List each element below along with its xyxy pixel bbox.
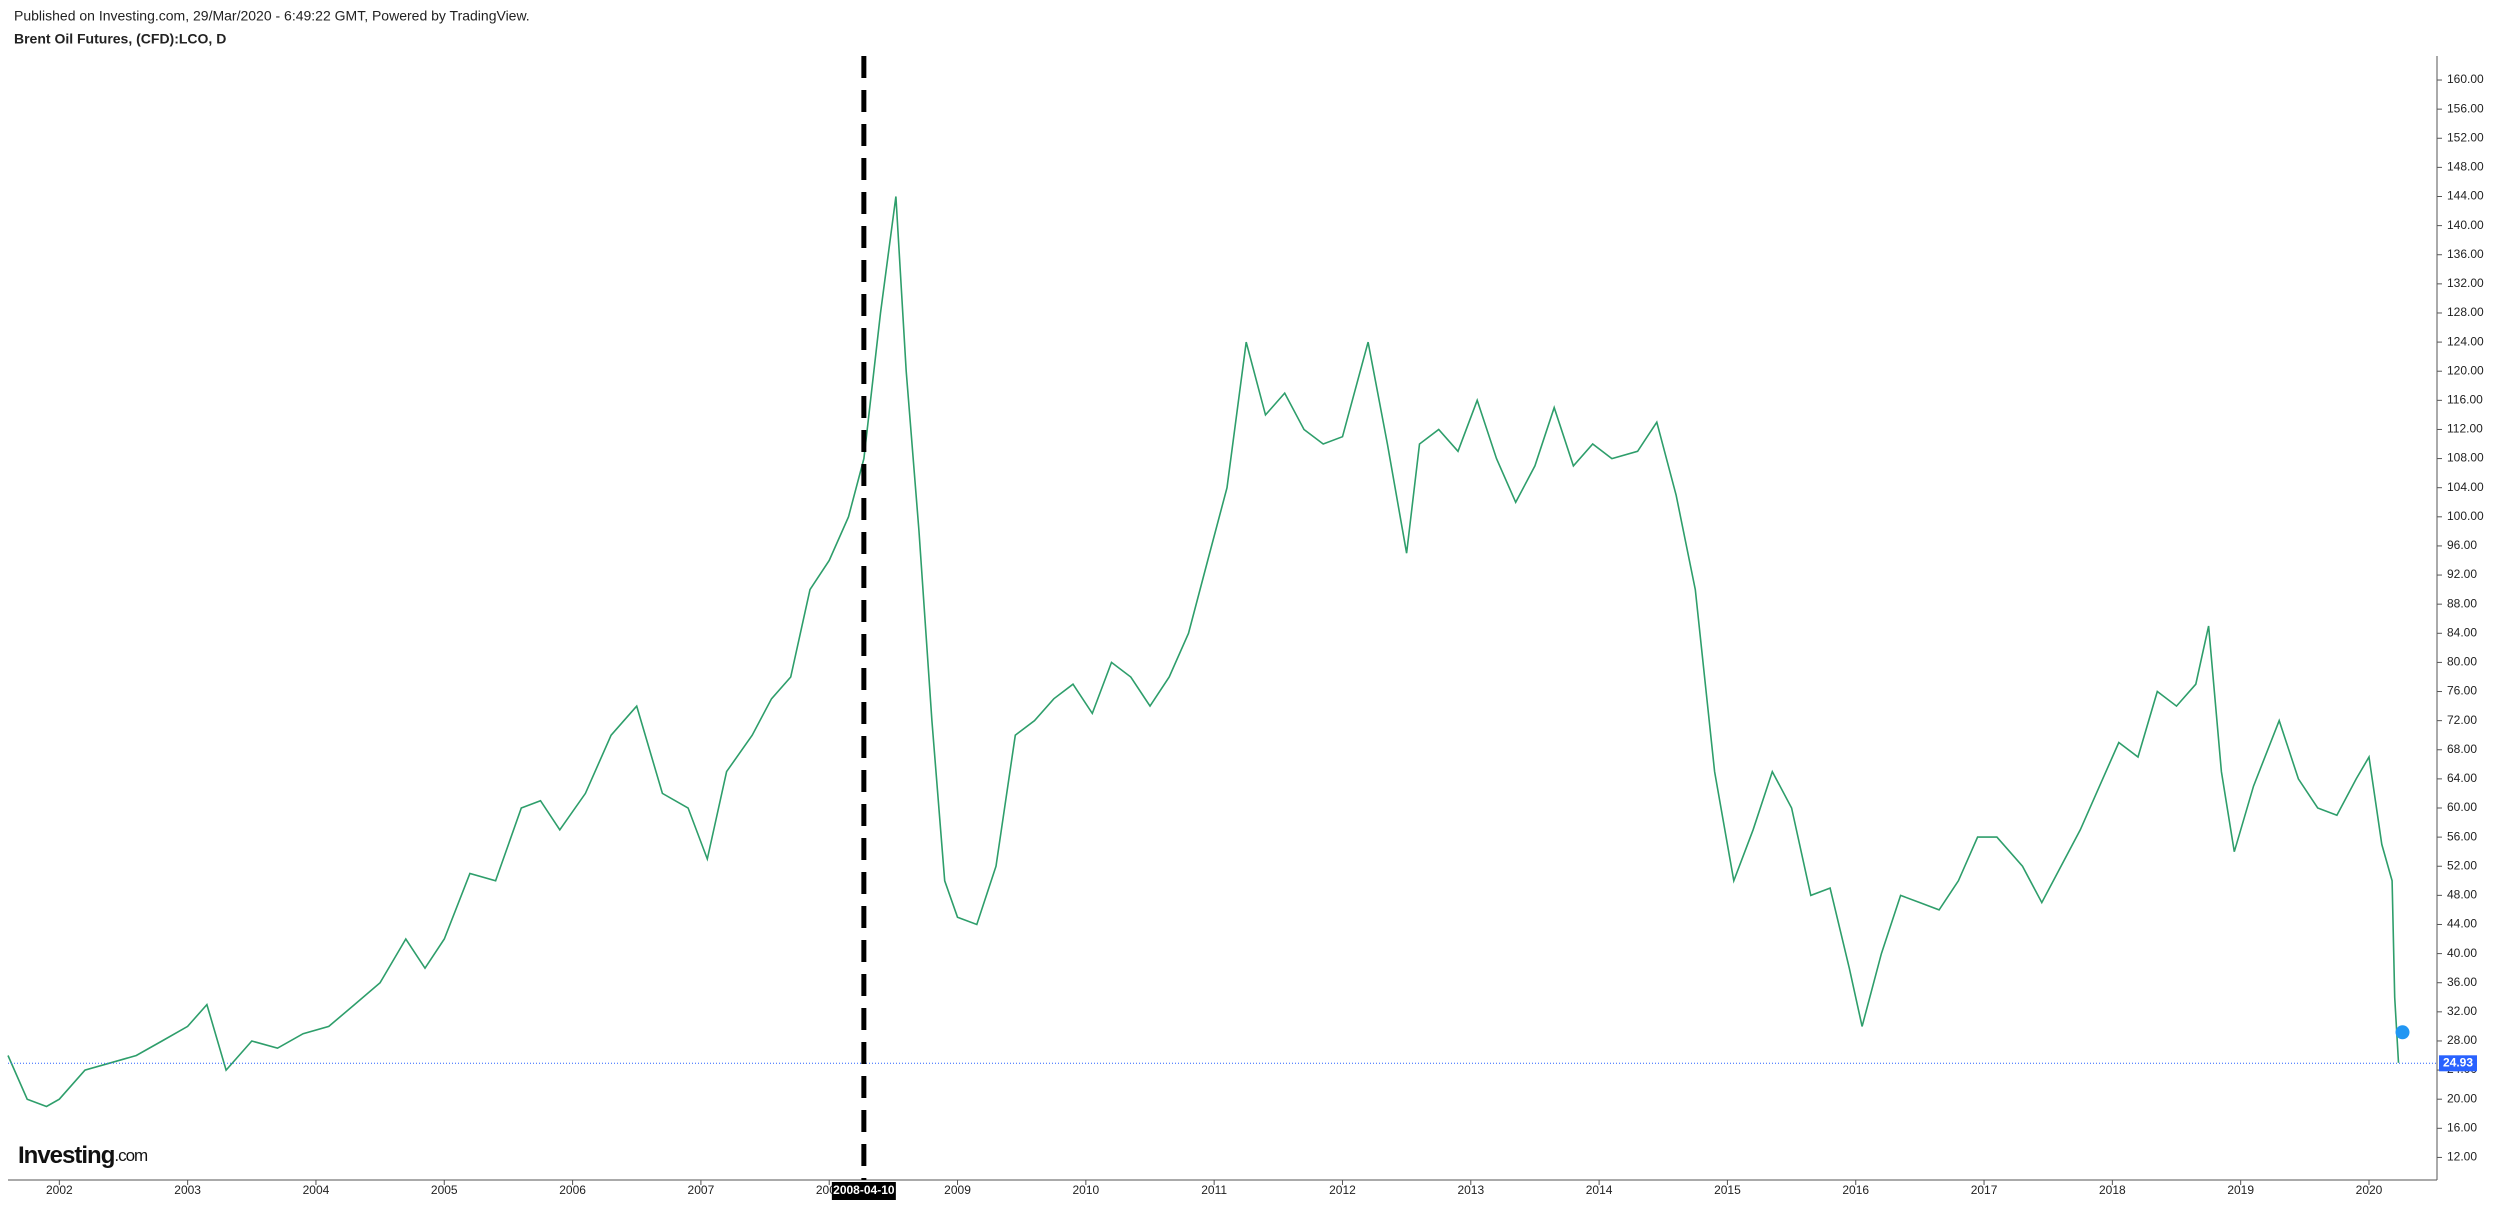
x-tick-label: 2005 bbox=[431, 1183, 458, 1197]
x-tick-label: 2011 bbox=[1201, 1183, 1227, 1197]
y-tick-label: 32.00 bbox=[2447, 1004, 2477, 1018]
logo-main: Investing bbox=[18, 1142, 115, 1169]
logo: Investing.com bbox=[18, 1142, 148, 1169]
y-tick-label: 60.00 bbox=[2447, 800, 2477, 814]
y-tick-label: 160.00 bbox=[2447, 72, 2484, 86]
last-price-box bbox=[2439, 1055, 2477, 1072]
y-tick-label: 100.00 bbox=[2447, 509, 2484, 523]
x-tick-label: 2003 bbox=[174, 1183, 201, 1197]
y-tick-label: 56.00 bbox=[2447, 829, 2477, 843]
x-tick-label: 2002 bbox=[46, 1183, 73, 1197]
y-tick-label: 28.00 bbox=[2447, 1033, 2477, 1047]
y-tick-label: 96.00 bbox=[2447, 538, 2477, 552]
y-tick-label: 120.00 bbox=[2447, 363, 2484, 377]
x-tick-label: 2012 bbox=[1329, 1183, 1356, 1197]
date-marker-label: 2008-04-10 bbox=[833, 1183, 895, 1197]
x-tick-label: 2019 bbox=[2227, 1183, 2254, 1197]
y-tick-label: 136.00 bbox=[2447, 247, 2484, 261]
price-line bbox=[7, 196, 2400, 1108]
y-tick-label: 48.00 bbox=[2447, 888, 2477, 902]
y-tick-label: 12.00 bbox=[2447, 1150, 2477, 1164]
y-tick-label: 80.00 bbox=[2447, 655, 2477, 669]
x-tick-label: 2014 bbox=[1586, 1183, 1613, 1197]
x-tick-label: 2007 bbox=[688, 1183, 715, 1197]
logo-suffix: .com bbox=[114, 1146, 148, 1165]
y-tick-label: 72.00 bbox=[2447, 713, 2477, 727]
y-tick-label: 20.00 bbox=[2447, 1091, 2477, 1105]
x-tick-label: 2006 bbox=[559, 1183, 586, 1197]
y-tick-label: 116.00 bbox=[2447, 393, 2483, 407]
y-tick-label: 104.00 bbox=[2447, 480, 2484, 494]
y-tick-label: 52.00 bbox=[2447, 858, 2477, 872]
plot: 12.0016.0020.0024.0028.0032.0036.0040.00… bbox=[7, 56, 2484, 1200]
x-tick-label: 2015 bbox=[1714, 1183, 1741, 1197]
y-tick-label: 156.00 bbox=[2447, 101, 2484, 115]
y-tick-label: 36.00 bbox=[2447, 975, 2477, 989]
x-tick-label: 2017 bbox=[1971, 1183, 1998, 1197]
y-tick-label: 152.00 bbox=[2447, 130, 2484, 144]
y-tick-label: 108.00 bbox=[2447, 451, 2484, 465]
x-tick-label: 2013 bbox=[1457, 1183, 1484, 1197]
y-tick-label: 128.00 bbox=[2447, 305, 2484, 319]
y-tick-label: 76.00 bbox=[2447, 684, 2477, 698]
y-tick-label: 40.00 bbox=[2447, 946, 2477, 960]
y-tick-label: 132.00 bbox=[2447, 276, 2484, 290]
x-tick-label: 2020 bbox=[2356, 1183, 2383, 1197]
y-tick-label: 148.00 bbox=[2447, 160, 2484, 174]
y-tick-label: 88.00 bbox=[2447, 596, 2477, 610]
last-price-label: 24.93 bbox=[2443, 1055, 2473, 1069]
p-badge bbox=[2395, 1025, 2410, 1040]
y-tick-label: 68.00 bbox=[2447, 742, 2477, 756]
y-tick-label: 124.00 bbox=[2447, 334, 2484, 348]
x-tick-label: 2009 bbox=[944, 1183, 971, 1197]
x-tick-label: 2010 bbox=[1072, 1183, 1099, 1197]
y-tick-label: 16.00 bbox=[2447, 1120, 2477, 1134]
y-tick-label: 140.00 bbox=[2447, 218, 2484, 232]
y-tick-label: 144.00 bbox=[2447, 189, 2484, 203]
y-tick-label: 64.00 bbox=[2447, 771, 2477, 785]
x-tick-label: 2018 bbox=[2099, 1183, 2126, 1197]
y-tick-label: 112.00 bbox=[2447, 422, 2483, 436]
x-tick-label: 2004 bbox=[303, 1183, 330, 1197]
y-tick-label: 92.00 bbox=[2447, 567, 2477, 581]
symbol-title: Brent Oil Futures, (CFD):LCO, D bbox=[14, 31, 226, 47]
y-tick-label: 44.00 bbox=[2447, 917, 2477, 931]
x-tick-label: 2016 bbox=[1842, 1183, 1869, 1197]
y-tick-label: 84.00 bbox=[2447, 625, 2477, 639]
published-note: Published on Investing.com, 29/Mar/2020 … bbox=[14, 8, 530, 24]
date-marker-box bbox=[831, 1182, 896, 1200]
